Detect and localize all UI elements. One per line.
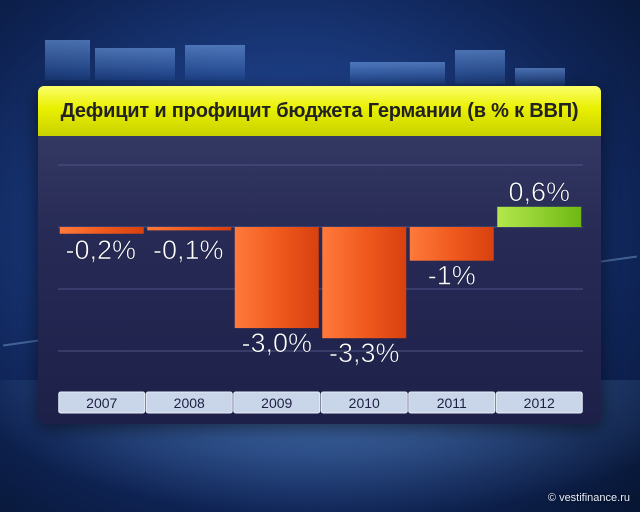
bar-2011 <box>409 227 494 261</box>
category-label-box <box>233 391 321 414</box>
chart-panel: Дефицит и профицит бюджета Германии (в %… <box>38 86 601 424</box>
category-label-box <box>408 391 496 414</box>
bar-chart: -0,2% 2007 -0,1% 2008 -3,0% 2009 -3,3% 2010 -1% 2… <box>58 164 583 414</box>
data-label: -1% <box>428 261 476 291</box>
category-label: 2011 <box>437 395 467 411</box>
bar-2008 <box>147 227 232 231</box>
category-label: 2009 <box>261 395 292 411</box>
chart-title: Дефицит и профицит бюджета Германии (в %… <box>60 99 579 122</box>
category-label-box <box>145 391 233 414</box>
watermark-logo: © vestifinance.ru <box>547 492 630 504</box>
category-label: 2007 <box>86 395 117 411</box>
bar-2012 <box>497 206 582 227</box>
data-label: -0,1% <box>153 235 224 265</box>
data-label: -0,2% <box>65 235 136 265</box>
category-label-box <box>58 391 146 414</box>
title-bar: Дефицит и профицит бюджета Германии (в %… <box>38 86 601 136</box>
background-block <box>95 48 175 80</box>
bar-2010 <box>322 227 407 339</box>
background-block <box>45 40 90 80</box>
background-block <box>350 62 445 84</box>
category-label: 2008 <box>174 395 205 411</box>
category-label: 2012 <box>524 395 555 411</box>
data-label: -3,3% <box>329 338 400 368</box>
category-label-box <box>320 391 408 414</box>
category-label-box <box>495 391 583 414</box>
data-label: -3,0% <box>241 328 312 358</box>
background-block <box>185 45 245 80</box>
bar-2009 <box>234 227 319 329</box>
background-block <box>455 50 505 84</box>
bar-2007 <box>59 227 144 234</box>
category-label: 2010 <box>349 395 380 411</box>
data-label: 0,6% <box>508 177 570 207</box>
background-block <box>515 68 565 86</box>
